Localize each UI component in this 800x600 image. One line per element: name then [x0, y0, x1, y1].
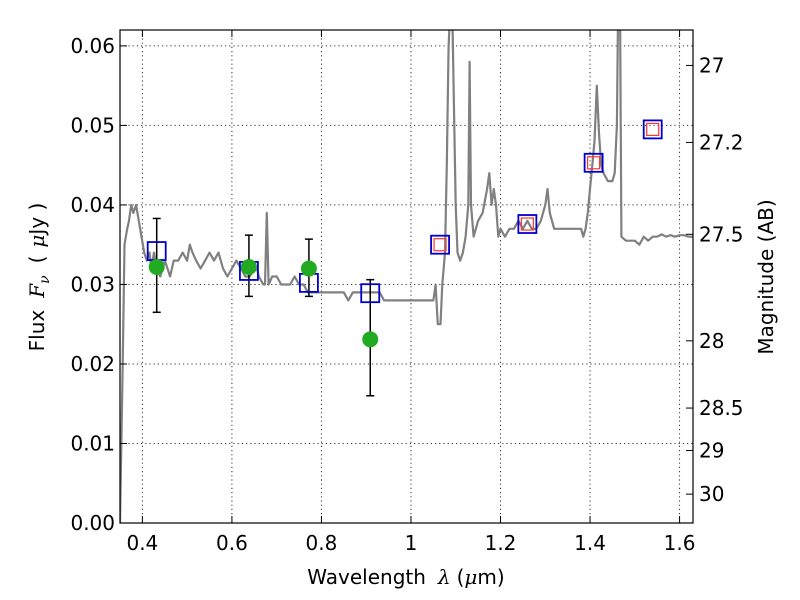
red-model-square — [646, 122, 660, 136]
x-tick-label: 0.6 — [216, 531, 248, 555]
blue-model-square — [583, 152, 604, 173]
blue-model-square — [517, 214, 538, 234]
y2-tick-label: 29 — [699, 438, 724, 462]
model-spectrum-line — [120, 30, 693, 523]
x-axis-label-text: Wavelength — [307, 565, 426, 589]
plot-frame — [119, 29, 694, 524]
y-axis-units-rest: Jy ) — [25, 203, 49, 237]
y2-axis-label: Magnitude (AB) — [754, 199, 778, 354]
y-tick-label: 0.03 — [70, 272, 115, 296]
red-model-square — [433, 238, 447, 252]
x-axis-units-mu: μ — [464, 565, 477, 589]
y-axis-units-open: ( — [25, 256, 49, 264]
y2-tick-label: 27.2 — [699, 130, 744, 154]
ticks: 0.4 0.6 0.8 1 1.2 1.4 1.6 0.00 0.01 0.02 0.03 0.04 0… — [70, 30, 744, 555]
y2-tick-label: 27.5 — [699, 222, 744, 246]
x-axis-units-rest: m) — [477, 565, 504, 589]
y2-tick-label: 27 — [699, 53, 724, 77]
x-tick-label: 1.6 — [664, 531, 696, 555]
y-tick-label: 0.02 — [70, 352, 115, 376]
y-tick-label: 0.04 — [70, 193, 115, 217]
x-tick-label: 1 — [405, 531, 418, 555]
y-axis-label-text: Flux — [25, 310, 49, 352]
blue-model-square — [430, 234, 450, 255]
observed-flux-point — [240, 258, 257, 275]
y2-tick-label: 30 — [699, 482, 724, 506]
y-tick-label: 0.01 — [70, 431, 115, 455]
red-model-square — [520, 217, 534, 231]
y-tick-label: 0.05 — [70, 113, 115, 137]
y2-tick-label: 28 — [699, 329, 724, 353]
y-tick-label: 0.06 — [70, 34, 115, 58]
x-tick-label: 0.4 — [126, 531, 158, 555]
x-tick-label: 1.2 — [485, 531, 517, 555]
observed-flux-point — [300, 260, 317, 277]
red-model-square — [587, 156, 601, 170]
y-axis-units-mu: μ — [25, 235, 49, 248]
blue-model-square — [360, 283, 381, 304]
x-tick-label: 1.4 — [574, 531, 606, 555]
x-tick-label: 0.8 — [306, 531, 338, 555]
x-axis-label: Wavelength λ (μm) — [307, 565, 504, 589]
y-axis-fnu-subscript: ν — [37, 275, 53, 284]
observed-flux-point — [362, 331, 379, 348]
gridlines — [120, 30, 693, 523]
x-axis-lambda: λ — [437, 565, 451, 589]
y-axis-fnu: F — [25, 283, 49, 299]
plot-area — [120, 30, 693, 523]
y-axis-label: Flux Fν ( μJy ) — [25, 203, 53, 352]
blue-model-square — [642, 119, 663, 140]
x-axis-units-open: ( — [457, 565, 465, 589]
y2-tick-label: 28.5 — [699, 396, 744, 420]
observed-flux-point — [148, 258, 165, 275]
y-tick-label: 0.00 — [70, 511, 115, 535]
